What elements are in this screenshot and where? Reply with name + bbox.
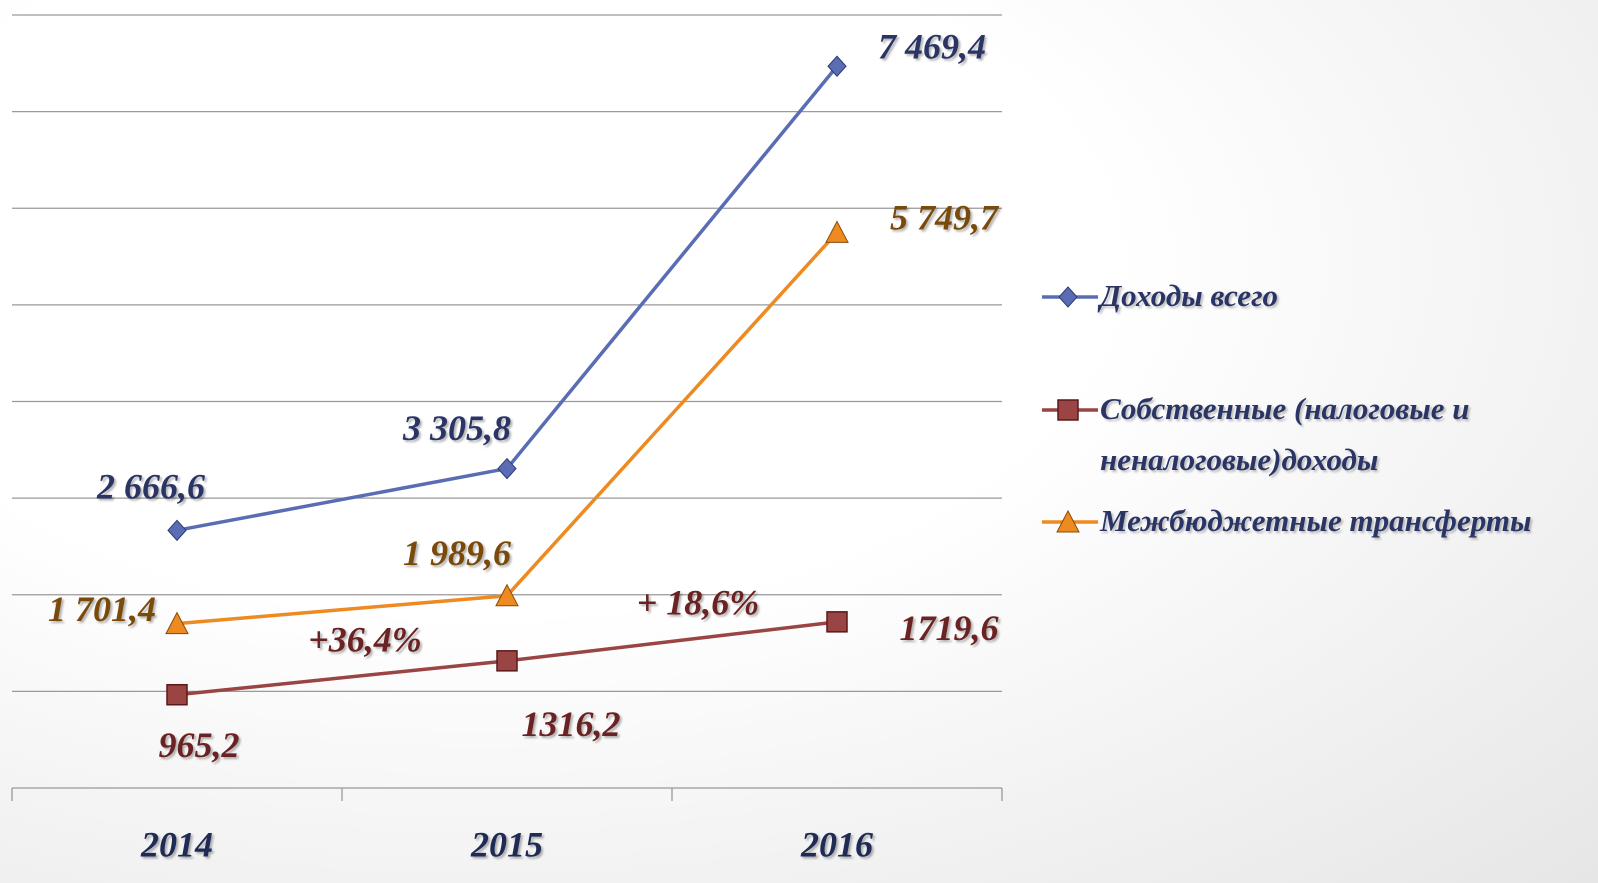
data-label: 7 469,4 bbox=[878, 27, 986, 67]
legend-icon bbox=[1042, 286, 1098, 308]
data-label: 1719,6 bbox=[900, 608, 999, 648]
marker bbox=[165, 611, 189, 635]
marker bbox=[497, 457, 517, 480]
x-tick-label: 2014 bbox=[140, 824, 213, 864]
marker bbox=[166, 683, 188, 706]
marker bbox=[826, 611, 848, 633]
chart: 2014 2015 2016 2 666,6 3 305,8 7 469,4 965,2 13… bbox=[11, 14, 1003, 864]
legend-text: Собственные (налоговые и неналоговые)дох… bbox=[1100, 391, 1470, 477]
data-label: 1 989,6 bbox=[403, 533, 511, 573]
legend-text: Межбюджетные трансферты bbox=[1100, 503, 1532, 538]
marker bbox=[1057, 399, 1079, 421]
x-tick-label: 2016 bbox=[800, 824, 873, 864]
marker bbox=[827, 55, 847, 78]
marker bbox=[1056, 509, 1080, 533]
data-label: 2 666,6 bbox=[96, 467, 205, 507]
legend-text: Доходы всего bbox=[1100, 278, 1279, 313]
legend-entry: Межбюджетные трансферты bbox=[1040, 495, 1570, 546]
marker bbox=[825, 220, 849, 243]
data-label: 1316,2 bbox=[522, 704, 621, 744]
data-label: 965,2 bbox=[159, 725, 240, 765]
legend-entry: Доходы всего bbox=[1040, 270, 1570, 321]
marker bbox=[1058, 286, 1078, 308]
annotation: + 18,6% bbox=[637, 582, 760, 622]
x-tick-label: 2015 bbox=[470, 824, 543, 864]
marker bbox=[167, 519, 187, 542]
legend: Доходы всего Собственные (налоговые и нен… bbox=[1040, 270, 1580, 556]
data-label: 1 701,4 bbox=[48, 589, 156, 629]
legend-entry: Собственные (налоговые и неналоговые)дох… bbox=[1040, 383, 1570, 485]
marker bbox=[495, 583, 519, 607]
annotation: +36,4% bbox=[308, 619, 422, 659]
data-label: 5 749,7 bbox=[890, 198, 1000, 238]
legend-icon bbox=[1042, 399, 1098, 421]
marker bbox=[496, 650, 518, 672]
legend-icon bbox=[1042, 509, 1098, 533]
data-label: 3 305,8 bbox=[402, 408, 511, 448]
